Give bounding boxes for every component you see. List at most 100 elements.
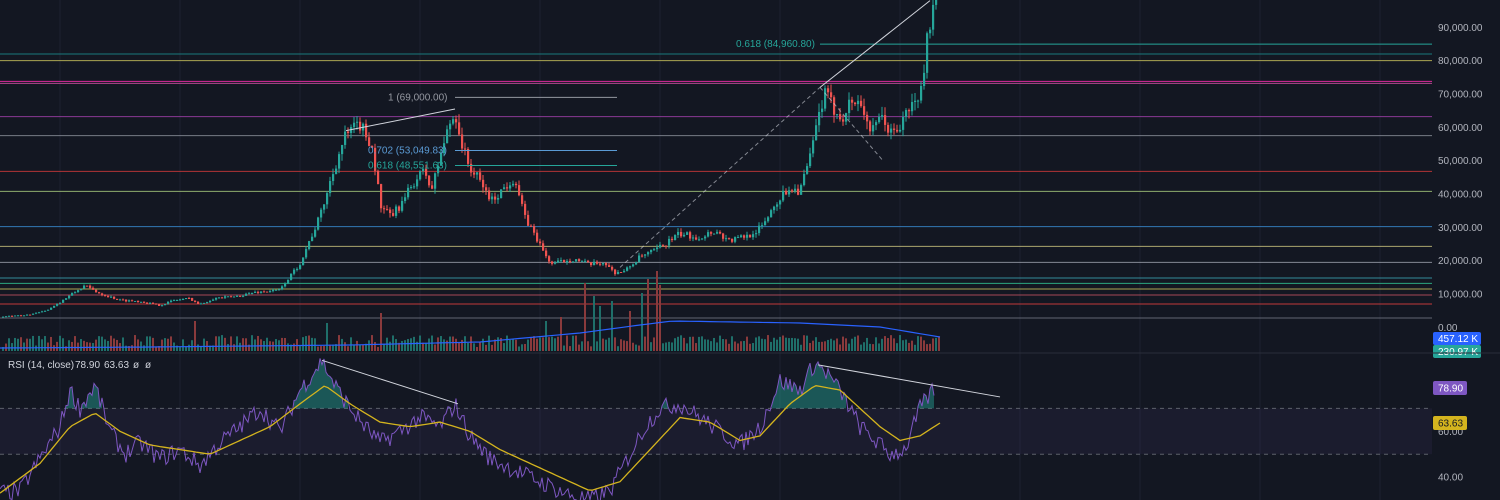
candle-body[interactable]: [233, 296, 236, 298]
candle-body[interactable]: [80, 288, 83, 291]
candle-body[interactable]: [662, 244, 665, 246]
candle-body[interactable]: [68, 295, 71, 299]
candle-body[interactable]: [260, 291, 263, 293]
candle-body[interactable]: [614, 269, 617, 275]
candle-body[interactable]: [383, 208, 386, 210]
candle-body[interactable]: [5, 316, 8, 318]
candle-body[interactable]: [149, 302, 152, 304]
candle-body[interactable]: [296, 268, 299, 270]
candle-body[interactable]: [551, 261, 554, 264]
candle-body[interactable]: [482, 179, 485, 188]
candle-body[interactable]: [716, 231, 719, 234]
candle-body[interactable]: [239, 295, 242, 297]
candle-body[interactable]: [890, 128, 893, 133]
candle-body[interactable]: [398, 206, 401, 211]
candle-body[interactable]: [692, 237, 695, 239]
candle-body[interactable]: [587, 260, 590, 263]
trendlines[interactable]: [345, 0, 931, 268]
candle-body[interactable]: [380, 184, 383, 209]
candle-body[interactable]: [707, 232, 710, 237]
candle-body[interactable]: [611, 266, 614, 270]
candle-body[interactable]: [257, 291, 260, 293]
candle-body[interactable]: [218, 297, 221, 299]
candle-body[interactable]: [395, 206, 398, 216]
candle-body[interactable]: [668, 238, 671, 246]
candle-body[interactable]: [527, 214, 530, 226]
candle-body[interactable]: [644, 254, 647, 256]
candle-body[interactable]: [368, 137, 371, 146]
candle-body[interactable]: [863, 106, 866, 115]
candle-body[interactable]: [341, 144, 344, 155]
candle-body[interactable]: [50, 307, 53, 310]
candle-body[interactable]: [584, 260, 587, 262]
candle-body[interactable]: [524, 203, 527, 215]
candle-body[interactable]: [26, 314, 29, 316]
candle-body[interactable]: [602, 262, 605, 265]
candle-body[interactable]: [515, 183, 518, 186]
candle-body[interactable]: [122, 299, 125, 301]
candle-body[interactable]: [932, 4, 935, 30]
candle-body[interactable]: [503, 187, 506, 190]
trendline[interactable]: [345, 108, 456, 132]
candle-body[interactable]: [896, 129, 899, 132]
candle-body[interactable]: [926, 33, 929, 73]
candle-body[interactable]: [449, 123, 452, 130]
candle-body[interactable]: [839, 114, 842, 120]
candle-body[interactable]: [506, 187, 509, 189]
candle-body[interactable]: [365, 123, 368, 138]
candle-body[interactable]: [374, 147, 377, 171]
candle-body[interactable]: [758, 225, 761, 234]
candle-body[interactable]: [14, 315, 17, 317]
candle-body[interactable]: [875, 122, 878, 126]
candle-body[interactable]: [443, 143, 446, 154]
candle-body[interactable]: [878, 116, 881, 123]
candle-body[interactable]: [407, 187, 410, 198]
candle-body[interactable]: [593, 261, 596, 266]
candle-body[interactable]: [140, 301, 143, 303]
candle-body[interactable]: [641, 255, 644, 257]
candle-body[interactable]: [785, 190, 788, 195]
candle-body[interactable]: [371, 145, 374, 148]
candle-body[interactable]: [554, 262, 557, 264]
candle-body[interactable]: [638, 255, 641, 263]
candle-body[interactable]: [2, 316, 5, 318]
candle-body[interactable]: [737, 237, 740, 239]
candle-body[interactable]: [566, 260, 569, 263]
candle-body[interactable]: [281, 286, 284, 290]
candle-body[interactable]: [347, 131, 350, 133]
candle-body[interactable]: [143, 301, 146, 303]
candle-body[interactable]: [329, 181, 332, 194]
candle-body[interactable]: [17, 315, 20, 317]
candle-body[interactable]: [53, 305, 56, 308]
candle-body[interactable]: [203, 302, 206, 304]
candle-body[interactable]: [134, 300, 137, 302]
candle-body[interactable]: [632, 264, 635, 267]
candle-body[interactable]: [794, 188, 797, 191]
candle-body[interactable]: [155, 303, 158, 305]
candle-body[interactable]: [824, 88, 827, 109]
candle-body[interactable]: [86, 285, 89, 287]
candle-body[interactable]: [293, 269, 296, 274]
candle-body[interactable]: [263, 291, 266, 293]
candle-body[interactable]: [35, 312, 38, 314]
candle-body[interactable]: [272, 289, 275, 292]
candle-body[interactable]: [686, 232, 689, 235]
candle-body[interactable]: [911, 101, 914, 112]
candle-body[interactable]: [197, 301, 200, 304]
candle-body[interactable]: [32, 313, 35, 315]
candle-body[interactable]: [386, 209, 389, 211]
candle-body[interactable]: [212, 299, 215, 301]
candle-body[interactable]: [410, 186, 413, 188]
candle-body[interactable]: [701, 238, 704, 240]
candle-body[interactable]: [713, 233, 716, 235]
candle-body[interactable]: [680, 231, 683, 237]
candle-body[interactable]: [335, 168, 338, 175]
candle-body[interactable]: [575, 259, 578, 262]
candle-body[interactable]: [254, 291, 257, 293]
candle-body[interactable]: [830, 92, 833, 98]
rsi-ma-line[interactable]: [0, 385, 941, 494]
candle-body[interactable]: [473, 172, 476, 175]
candle-body[interactable]: [470, 163, 473, 173]
candle-body[interactable]: [392, 213, 395, 216]
candle-body[interactable]: [812, 140, 815, 154]
